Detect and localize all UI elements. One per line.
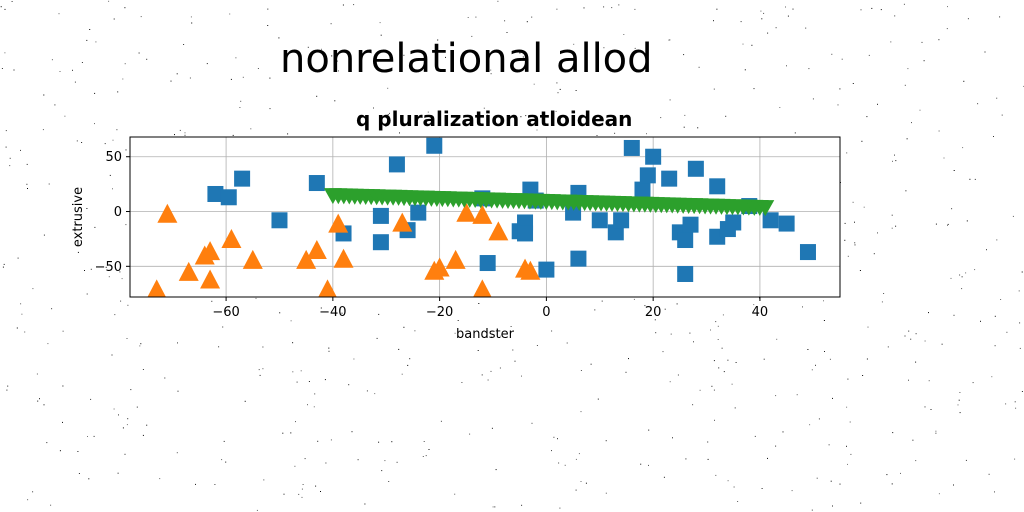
data-point-square (388, 156, 405, 173)
data-point-triangle-up (178, 261, 199, 281)
data-point-triangle-up (473, 279, 492, 297)
x-tick-label: 0 (542, 305, 550, 320)
data-point-triangle-up (221, 229, 242, 249)
data-point-square (613, 212, 630, 229)
x-tick-label: 40 (752, 305, 769, 320)
data-point-triangle-up (306, 239, 327, 259)
data-point-triangle-up (328, 213, 349, 233)
data-point-square (799, 244, 816, 261)
axes-frame (129, 136, 841, 298)
data-point-triangle-up (472, 204, 493, 224)
data-point-triangle-down (756, 200, 775, 217)
data-point-triangle-up (200, 241, 221, 261)
x-tick-label: −40 (319, 305, 346, 320)
data-point-square (372, 234, 389, 251)
data-point-square (591, 212, 608, 229)
data-point-square (234, 170, 251, 187)
data-point-square (426, 137, 443, 154)
data-point-square (661, 170, 678, 187)
data-point-triangle-up (520, 260, 541, 280)
data-point-square (645, 148, 662, 165)
data-point-triangle-up (296, 249, 317, 269)
chart-title: q pluralization atloidean (356, 107, 633, 131)
data-point-triangle-up (318, 279, 337, 297)
data-point-square (607, 224, 624, 241)
data-point-triangle-up (147, 279, 166, 297)
data-point-square (517, 225, 534, 242)
data-point-square (479, 255, 496, 272)
data-point-triangle-up (445, 249, 466, 269)
data-point-square (538, 261, 555, 278)
x-tick-label: −20 (426, 305, 453, 320)
x-tick-label: 20 (645, 305, 662, 320)
data-point-square (778, 215, 795, 232)
data-point-triangle-up (429, 257, 450, 277)
data-point-triangle-up (392, 212, 413, 232)
data-point-square (308, 175, 325, 192)
data-point-square (687, 160, 704, 177)
data-point-square (639, 167, 656, 184)
data-point-square (725, 214, 742, 231)
figure-title: nonrelational allod (280, 36, 653, 82)
data-point-triangle-up (157, 203, 178, 223)
data-point-triangle-up (242, 249, 263, 269)
data-point-triangle-up (456, 202, 477, 222)
data-point-triangle-up (488, 221, 509, 241)
y-tick-label: 50 (105, 150, 122, 165)
y-tick-label: −50 (95, 260, 122, 275)
data-point-square (677, 265, 694, 282)
data-point-square (682, 216, 699, 233)
data-point-triangle-up (200, 269, 221, 289)
data-point-square (623, 139, 640, 156)
series-layer (147, 137, 816, 297)
data-point-triangle-up (333, 248, 354, 268)
data-point-square (410, 204, 427, 221)
data-point-square (271, 212, 288, 229)
x-axis-label: bandster (456, 327, 515, 342)
data-point-square (220, 189, 237, 206)
data-point-square (762, 212, 779, 229)
data-point-square (634, 181, 651, 198)
y-tick-label: 0 (114, 205, 122, 220)
data-point-square (677, 232, 694, 249)
data-point-square (372, 207, 389, 224)
data-point-square (709, 178, 726, 195)
y-axis-label: extrusive (71, 187, 86, 247)
ticks: −60 −40 −20 0 20 40 −50 0 50 (95, 150, 769, 320)
data-point-square (570, 250, 587, 267)
data-point-square (207, 185, 224, 202)
x-tick-label: −60 (212, 305, 239, 320)
